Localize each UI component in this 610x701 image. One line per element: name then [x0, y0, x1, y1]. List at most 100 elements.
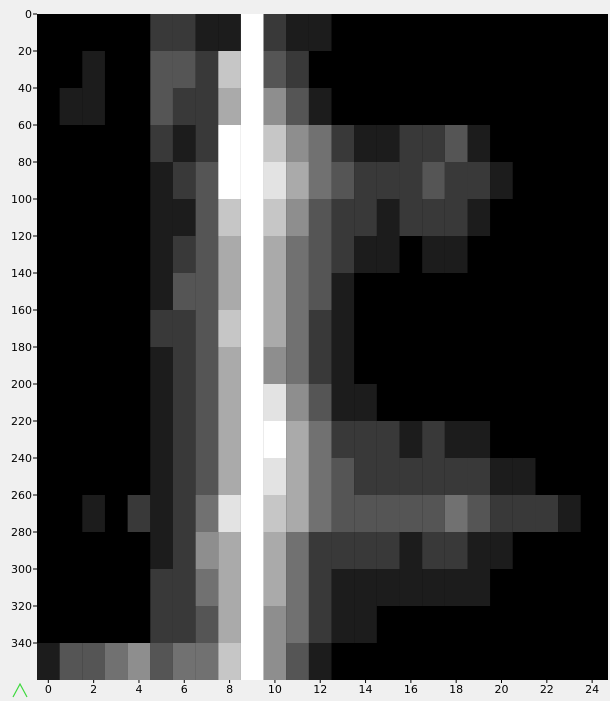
- heat-cell: [354, 125, 377, 162]
- heat-cell: [60, 495, 83, 532]
- heat-cell: [581, 495, 604, 532]
- heat-cell: [332, 236, 355, 273]
- heat-cell: [150, 347, 173, 384]
- heat-cell: [309, 495, 332, 532]
- heat-cell: [377, 532, 400, 569]
- heat-cell: [535, 569, 558, 606]
- y-tick-label: 0: [25, 8, 32, 21]
- y-tick-label: 100: [11, 193, 32, 206]
- heat-cell: [60, 458, 83, 495]
- heat-cell: [468, 88, 491, 125]
- heat-cell: [173, 643, 196, 680]
- heat-cell: [377, 162, 400, 199]
- heat-cell: [422, 273, 445, 310]
- heat-cell: [354, 384, 377, 421]
- heat-cell: [354, 273, 377, 310]
- heat-cell: [445, 347, 468, 384]
- heat-cell: [468, 273, 491, 310]
- heat-cell: [218, 347, 241, 384]
- heat-cell: [558, 88, 581, 125]
- heat-cell: [196, 421, 219, 458]
- heat-cell: [332, 125, 355, 162]
- heat-cell: [241, 51, 264, 88]
- heat-cell: [286, 643, 309, 680]
- heat-cell: [128, 310, 151, 347]
- heat-cell: [82, 236, 105, 273]
- heat-cell: [286, 384, 309, 421]
- heat-cell: [264, 14, 287, 51]
- heat-cell: [60, 199, 83, 236]
- heat-cell: [535, 199, 558, 236]
- heat-cell: [400, 421, 423, 458]
- heat-cell: [105, 532, 128, 569]
- heat-cell: [60, 643, 83, 680]
- heat-cell: [241, 458, 264, 495]
- heat-cell: [445, 606, 468, 643]
- heat-cell: [490, 384, 513, 421]
- heat-cell: [558, 495, 581, 532]
- heat-cell: [490, 199, 513, 236]
- heat-cell: [581, 236, 604, 273]
- heat-cell: [264, 532, 287, 569]
- heat-cell: [150, 125, 173, 162]
- heat-cell: [196, 458, 219, 495]
- heat-cell: [377, 88, 400, 125]
- heat-cell: [37, 236, 60, 273]
- x-tick-label: 22: [540, 683, 554, 696]
- heat-cell: [309, 458, 332, 495]
- heat-cell: [490, 569, 513, 606]
- heat-cell: [558, 310, 581, 347]
- heat-cell: [309, 125, 332, 162]
- heat-cell: [354, 310, 377, 347]
- heat-cell: [490, 88, 513, 125]
- heat-cell: [535, 347, 558, 384]
- heat-cell: [377, 51, 400, 88]
- heat-cell: [400, 199, 423, 236]
- heat-cell: [60, 162, 83, 199]
- heat-cell: [264, 199, 287, 236]
- heat-cell: [82, 606, 105, 643]
- heat-cell: [286, 125, 309, 162]
- heat-cell: [377, 606, 400, 643]
- heat-cell: [173, 162, 196, 199]
- heat-cell: [490, 606, 513, 643]
- heat-cell: [513, 458, 536, 495]
- heat-cell: [241, 125, 264, 162]
- y-tick-label: 260: [11, 489, 32, 502]
- heat-cell: [400, 532, 423, 569]
- heat-cell: [422, 421, 445, 458]
- heat-cell: [445, 569, 468, 606]
- heat-cell: [150, 569, 173, 606]
- heat-cell: [309, 606, 332, 643]
- heat-cell: [445, 273, 468, 310]
- heat-cell: [128, 273, 151, 310]
- x-tick-label: 12: [313, 683, 327, 696]
- heat-cell: [468, 532, 491, 569]
- heat-cell: [558, 51, 581, 88]
- heat-cell: [128, 199, 151, 236]
- heat-cell: [286, 310, 309, 347]
- heat-cell: [218, 236, 241, 273]
- heat-cell: [150, 14, 173, 51]
- heat-cell: [128, 532, 151, 569]
- heat-cell: [400, 384, 423, 421]
- heat-cell: [490, 125, 513, 162]
- heat-cell: [468, 495, 491, 532]
- x-tick-label: 16: [404, 683, 418, 696]
- heat-cell: [60, 421, 83, 458]
- x-tick-label: 6: [181, 683, 188, 696]
- y-tick-label: 240: [11, 452, 32, 465]
- heat-cell: [286, 569, 309, 606]
- heat-cell: [468, 51, 491, 88]
- heat-cell: [82, 495, 105, 532]
- heatmap-window: 0204060801001201401601802002202402602803…: [0, 0, 610, 701]
- heat-cell: [150, 606, 173, 643]
- heat-cell: [218, 51, 241, 88]
- heat-cell: [128, 88, 151, 125]
- heat-cell: [241, 643, 264, 680]
- heat-cell: [241, 310, 264, 347]
- heat-cell: [558, 236, 581, 273]
- heat-cell: [354, 569, 377, 606]
- heat-cell: [150, 273, 173, 310]
- heat-cell: [82, 347, 105, 384]
